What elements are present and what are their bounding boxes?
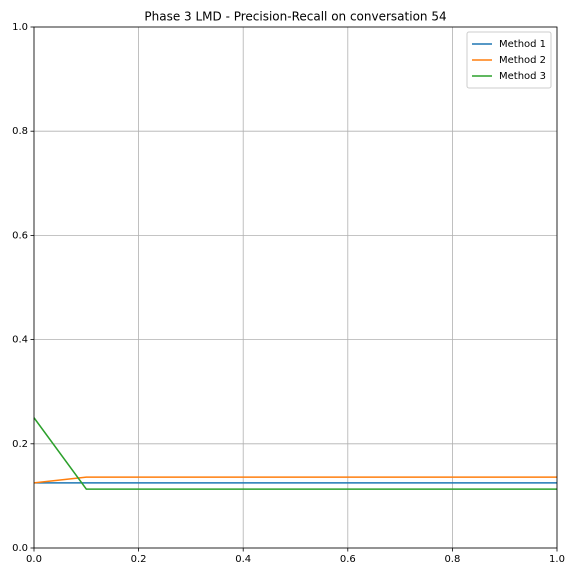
legend-label: Method 1 [499, 39, 546, 50]
legend-label: Method 2 [499, 55, 546, 66]
legend-box [466, 31, 552, 89]
y-tick-label: 0.2 [12, 439, 28, 450]
plot-frame [33, 26, 558, 549]
x-tick-label: 0.6 [340, 554, 356, 565]
x-tick-label: 0.2 [131, 554, 147, 565]
x-tick-label: 1.0 [549, 554, 565, 565]
legend-label: Method 3 [499, 71, 546, 82]
y-tick-label: 1.0 [12, 22, 28, 33]
chart-title: Phase 3 LMD - Precision-Recall on conver… [144, 10, 446, 24]
legend: Method 1 Method 2 Method 3 [466, 31, 552, 89]
line [33, 417, 557, 490]
y-tick-label: 0.6 [12, 230, 28, 241]
y-tick-label: 0.4 [12, 335, 28, 346]
x-tick-label: 0.4 [235, 554, 251, 565]
line [33, 476, 557, 484]
y-tick-label: 0.0 [12, 543, 28, 554]
x-tick-label: 0.8 [444, 554, 460, 565]
x-tick-label: 0.0 [26, 554, 42, 565]
y-tick-label: 0.8 [12, 126, 28, 137]
